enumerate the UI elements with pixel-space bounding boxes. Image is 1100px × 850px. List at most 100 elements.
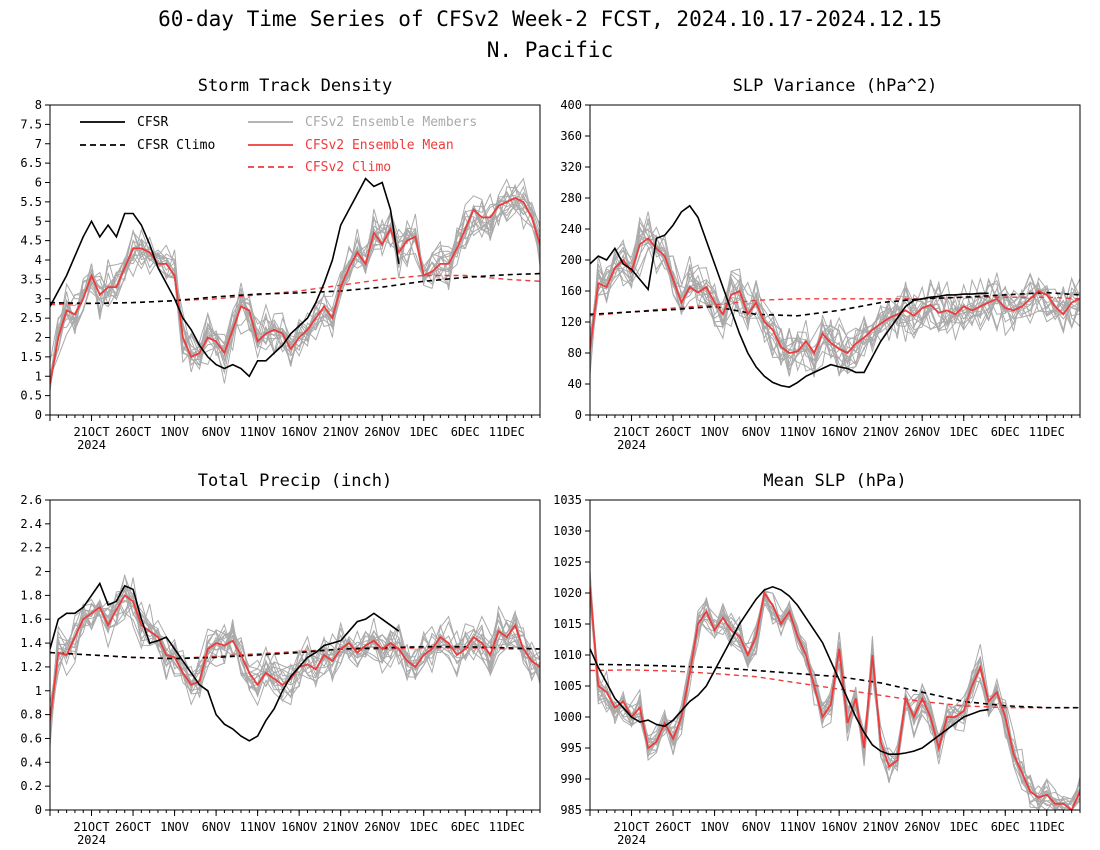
x-tick-label: 11DEC — [1029, 820, 1065, 834]
x-tick-label: 6NOV — [742, 820, 771, 834]
y-tick-label: 0 — [575, 408, 582, 422]
x-tick-label: 26OCT — [655, 425, 691, 439]
y-tick-label: 0.2 — [20, 779, 42, 793]
y-tick-label: 1.8 — [20, 588, 42, 602]
plot-frame — [49, 499, 541, 811]
ensemble-member-line — [50, 592, 540, 724]
x-tick-label: 1NOV — [700, 820, 729, 834]
x-tick-label: 26OCT — [115, 820, 151, 834]
x-tick-label: 6NOV — [202, 425, 231, 439]
y-tick-label: 7 — [35, 137, 42, 151]
x-tick-label: 1DEC — [949, 425, 978, 439]
y-tick-label: 2.6 — [20, 493, 42, 507]
y-tick-label: 120 — [560, 315, 582, 329]
series-line-cfsr — [590, 585, 989, 756]
y-tick-label: 6 — [35, 176, 42, 190]
series-line-cfsr-climo — [590, 663, 1080, 709]
series-line-cfsv2-ensemble-mean — [590, 586, 1080, 810]
y-tick-label: 1.2 — [20, 660, 42, 674]
ensemble-member-line — [50, 599, 540, 730]
y-tick-label: 1000 — [553, 710, 582, 724]
x-tick-label: 6DEC — [451, 820, 480, 834]
series-line-cfsv2-ensemble-mean — [590, 237, 1080, 355]
x-tick-label: 6NOV — [742, 425, 771, 439]
y-tick-label: 0 — [35, 803, 42, 817]
y-tick-label: 400 — [560, 98, 582, 112]
panels: Storm Track Density 0 0.5 1 1.5 2 2.5 3 3.5 4 4.5 5… — [20, 76, 1081, 847]
ensemble-member-line — [50, 190, 540, 391]
chart-panel-storm-track-density: Storm Track Density 0 0.5 1 1.5 2 2.5 3 3.5 4 4.5 5… — [20, 76, 541, 452]
y-tick-label: 0.5 — [20, 389, 42, 403]
x-tick-label: 11NOV — [240, 425, 276, 439]
y-tick-label: 1025 — [553, 555, 582, 569]
x-tick-label: 1NOV — [160, 820, 189, 834]
y-tick-label: 240 — [560, 222, 582, 236]
x-tick-label: 6DEC — [451, 425, 480, 439]
x-tick-label: 1NOV — [700, 425, 729, 439]
y-tick-label: 2.5 — [20, 311, 42, 325]
ensemble-member-line — [590, 221, 1080, 378]
x-tick-label: 1DEC — [409, 820, 438, 834]
figure-title: 60-day Time Series of CFSv2 Week-2 FCST,… — [158, 7, 942, 31]
y-tick-label: 1020 — [553, 586, 582, 600]
chart-panel-slp-variance-hpa-2: SLP Variance (hPa^2) 0 40 80 120 160 200 240 280… — [560, 76, 1081, 452]
y-tick-label: 0.6 — [20, 731, 42, 745]
y-tick-label: 2.2 — [20, 541, 42, 555]
series-line-cfsv2-ensemble-mean — [50, 197, 540, 385]
x-tick-label: 26NOV — [364, 425, 400, 439]
y-tick-label: 40 — [568, 377, 582, 391]
y-tick-label: 80 — [568, 346, 582, 360]
y-tick-label: 3.5 — [20, 272, 42, 286]
y-tick-label: 200 — [560, 253, 582, 267]
ensemble-member-line — [50, 198, 540, 382]
x-tick-label: 11NOV — [780, 425, 816, 439]
series-line-cfsr-climo — [50, 272, 540, 305]
x-tick-label: 16NOV — [821, 425, 857, 439]
y-tick-label: 2 — [35, 331, 42, 345]
y-tick-label: 2.4 — [20, 517, 42, 531]
y-tick-label: 1 — [35, 369, 42, 383]
y-tick-label: 1015 — [553, 617, 582, 631]
x-tick-label: 11DEC — [489, 820, 525, 834]
x-tick-label: 11DEC — [1029, 425, 1065, 439]
y-tick-label: 1.5 — [20, 350, 42, 364]
chart-title: Mean SLP (hPa) — [763, 471, 906, 491]
y-tick-label: 0 — [35, 408, 42, 422]
x-tick-label: 26OCT — [655, 820, 691, 834]
y-tick-label: 5.5 — [20, 195, 42, 209]
x-year-label: 2024 — [617, 833, 646, 847]
y-tick-label: 1.6 — [20, 612, 42, 626]
x-tick-label: 11NOV — [240, 820, 276, 834]
x-tick-label: 26OCT — [115, 425, 151, 439]
series-line-cfsv2-climo — [590, 669, 1080, 709]
x-tick-label: 11DEC — [489, 425, 525, 439]
chart-title: SLP Variance (hPa^2) — [733, 76, 938, 96]
y-tick-label: 0.4 — [20, 755, 42, 769]
series-line-cfsr — [590, 204, 989, 388]
y-tick-label: 360 — [560, 129, 582, 143]
y-tick-label: 2 — [35, 565, 42, 579]
series-line-cfsr-climo — [590, 291, 1080, 317]
ensemble-member-line — [50, 593, 540, 726]
chart-title: Total Precip (inch) — [198, 471, 392, 491]
x-year-label: 2024 — [77, 833, 106, 847]
x-tick-label: 21NOV — [863, 425, 899, 439]
x-tick-label: 26NOV — [904, 820, 940, 834]
x-tick-label: 1NOV — [160, 425, 189, 439]
x-tick-label: 6NOV — [202, 820, 231, 834]
legend-label-cfsr-climo: CFSR Climo — [137, 138, 215, 153]
y-tick-label: 5 — [35, 214, 42, 228]
x-tick-label: 26NOV — [364, 820, 400, 834]
y-tick-label: 995 — [560, 741, 582, 755]
series-line-cfsr — [50, 177, 400, 378]
x-tick-label: 21OCT — [613, 820, 649, 834]
x-tick-label: 26NOV — [904, 425, 940, 439]
x-tick-label: 16NOV — [821, 820, 857, 834]
y-tick-label: 8 — [35, 98, 42, 112]
legend-label-cfsr: CFSR — [137, 115, 168, 130]
legend-label-cfsv2-ensemble-members: CFSv2 Ensemble Members — [305, 115, 477, 130]
x-tick-label: 6DEC — [991, 820, 1020, 834]
x-year-label: 2024 — [77, 438, 106, 452]
x-tick-label: 21OCT — [613, 425, 649, 439]
